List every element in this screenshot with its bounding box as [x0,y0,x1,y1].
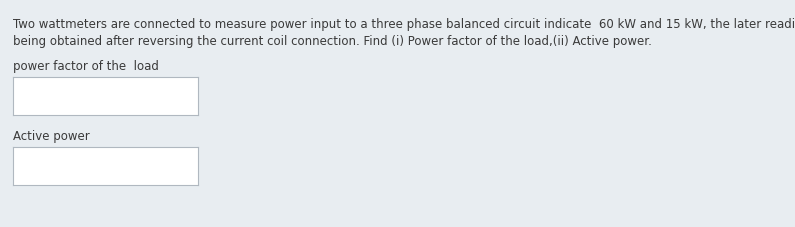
Text: Active power: Active power [13,129,90,142]
Text: Two wattmeters are connected to measure power input to a three phase balanced ci: Two wattmeters are connected to measure … [13,18,795,31]
Text: being obtained after reversing the current coil connection. Find (i) Power facto: being obtained after reversing the curre… [13,35,652,48]
Text: power factor of the  load: power factor of the load [13,60,159,73]
